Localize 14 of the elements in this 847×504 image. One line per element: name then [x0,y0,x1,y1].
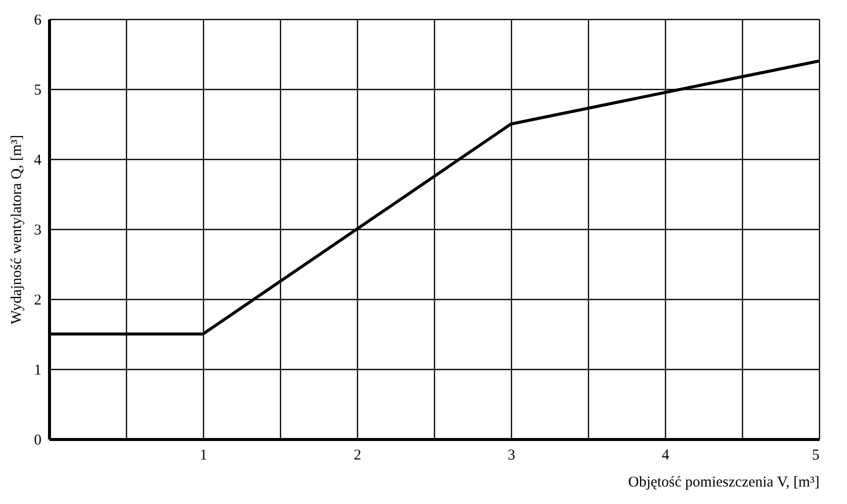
x-tick-label: 1 [200,448,208,464]
y-tick-label: 3 [34,222,42,238]
x-axis-title: Objętość pomieszczenia V, [m³] [628,474,820,490]
x-tick-label: 4 [662,448,670,464]
x-tick-label: 3 [508,448,516,464]
y-tick-label: 0 [34,432,42,448]
y-tick-label: 5 [34,82,42,98]
y-tick-label: 2 [34,292,42,308]
y-tick-label: 1 [34,362,42,378]
y-axis-title: Wydajność wentylatora Q, [m³] [9,134,25,324]
x-tick-label: 5 [812,448,820,464]
y-tick-label: 6 [34,12,42,28]
x-tick-label: 2 [354,448,362,464]
y-tick-label: 4 [34,152,42,168]
